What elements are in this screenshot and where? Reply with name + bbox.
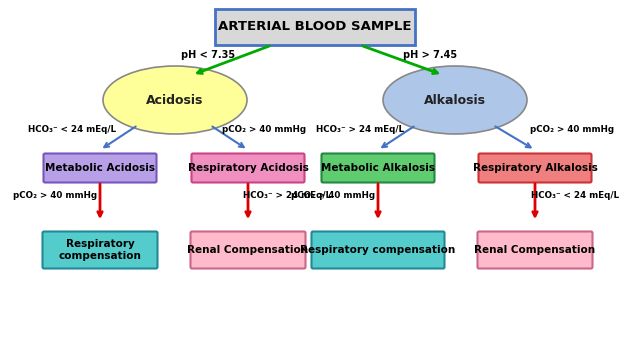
Ellipse shape [383, 66, 527, 134]
Text: Metabolic Alkalosis: Metabolic Alkalosis [321, 163, 435, 173]
Text: Alkalosis: Alkalosis [424, 94, 486, 106]
Text: HCO₃⁻ > 24 mEq/L: HCO₃⁻ > 24 mEq/L [243, 190, 331, 200]
Text: Respiratory Acidosis: Respiratory Acidosis [188, 163, 309, 173]
FancyBboxPatch shape [192, 153, 304, 183]
Text: Respiratory compensation: Respiratory compensation [301, 245, 455, 255]
FancyBboxPatch shape [215, 9, 415, 45]
Text: Renal Compensation: Renal Compensation [188, 245, 309, 255]
Text: pCO₂ > 40 mmHg: pCO₂ > 40 mmHg [222, 125, 306, 135]
Text: pH < 7.35: pH < 7.35 [181, 50, 235, 60]
Text: pCO₂ > 40 mmHg: pCO₂ > 40 mmHg [291, 190, 375, 200]
Text: Acidosis: Acidosis [146, 94, 203, 106]
Text: pH > 7.45: pH > 7.45 [403, 50, 457, 60]
FancyBboxPatch shape [311, 232, 445, 269]
FancyBboxPatch shape [321, 153, 435, 183]
Text: Respiratory Alkalosis: Respiratory Alkalosis [472, 163, 597, 173]
Text: HCO₃⁻ < 24 mEq/L: HCO₃⁻ < 24 mEq/L [531, 190, 619, 200]
FancyBboxPatch shape [190, 232, 306, 269]
Text: Renal Compensation: Renal Compensation [474, 245, 595, 255]
Ellipse shape [103, 66, 247, 134]
Text: pCO₂ > 40 mmHg: pCO₂ > 40 mmHg [530, 125, 614, 135]
FancyBboxPatch shape [43, 153, 156, 183]
FancyBboxPatch shape [42, 232, 158, 269]
Text: ARTERIAL BLOOD SAMPLE: ARTERIAL BLOOD SAMPLE [218, 20, 412, 34]
Text: HCO₃⁻ > 24 mEq/L: HCO₃⁻ > 24 mEq/L [316, 125, 404, 135]
FancyBboxPatch shape [478, 232, 592, 269]
Text: Respiratory
compensation: Respiratory compensation [59, 239, 142, 261]
Text: Metabolic Acidosis: Metabolic Acidosis [45, 163, 155, 173]
FancyBboxPatch shape [479, 153, 592, 183]
Text: pCO₂ > 40 mmHg: pCO₂ > 40 mmHg [13, 190, 97, 200]
Text: HCO₃⁻ < 24 mEq/L: HCO₃⁻ < 24 mEq/L [28, 125, 116, 135]
